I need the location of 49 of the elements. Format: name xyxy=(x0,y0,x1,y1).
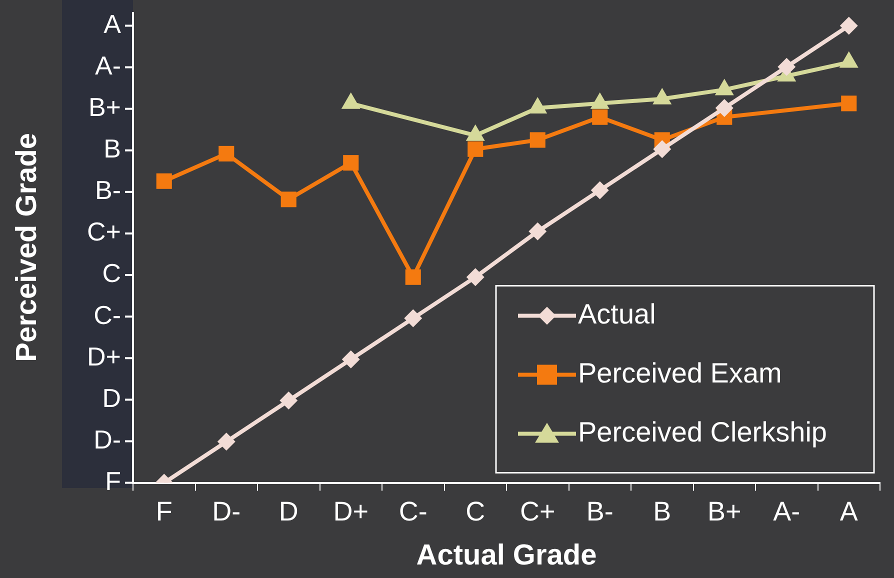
point xyxy=(218,146,234,162)
text: A- xyxy=(95,50,121,80)
point xyxy=(778,58,796,76)
x-tick-label: F xyxy=(156,496,172,526)
point xyxy=(217,432,236,451)
point xyxy=(466,268,484,286)
text: A xyxy=(104,8,122,39)
point xyxy=(342,350,360,368)
x-tick-label: B+ xyxy=(707,496,742,526)
legend-label: Actual xyxy=(578,298,656,330)
point xyxy=(343,155,359,171)
point xyxy=(405,269,421,285)
point xyxy=(653,140,672,158)
x-tick-label: D- xyxy=(212,496,241,526)
text: C- xyxy=(94,300,121,330)
y-axis-title: Perceived Grade xyxy=(11,132,43,362)
text: F xyxy=(105,466,121,496)
point xyxy=(156,173,172,189)
point xyxy=(530,132,546,148)
text: C+ xyxy=(87,216,121,247)
x-tick-label: B xyxy=(653,496,672,526)
text: D- xyxy=(94,424,121,454)
point xyxy=(468,141,484,157)
x-tick-label: D xyxy=(278,496,298,526)
x-axis-title: Actual Grade xyxy=(416,540,597,572)
legend-label: Perceived Exam xyxy=(578,358,782,389)
x-tick-label: C xyxy=(466,496,486,526)
point xyxy=(840,16,858,35)
text: C xyxy=(102,258,121,288)
text: B+ xyxy=(88,92,121,122)
text: B- xyxy=(95,175,121,206)
x-tick-label: A- xyxy=(773,496,800,526)
legend-label: Perceived Clerkship xyxy=(578,416,827,448)
x-tick-label: D+ xyxy=(333,496,369,526)
x-tick-label: C- xyxy=(398,496,428,526)
x-tick-label: C+ xyxy=(520,496,556,526)
point xyxy=(280,392,298,410)
point xyxy=(404,309,422,328)
point xyxy=(841,96,857,112)
point xyxy=(715,98,734,117)
x-tick-label: B- xyxy=(586,496,614,526)
text: D+ xyxy=(87,341,121,372)
point xyxy=(592,109,608,125)
text: B xyxy=(104,134,121,164)
x-tick-label: A xyxy=(840,496,858,526)
point xyxy=(528,222,547,240)
text: D xyxy=(102,382,121,413)
point xyxy=(280,192,296,208)
point xyxy=(590,181,609,200)
